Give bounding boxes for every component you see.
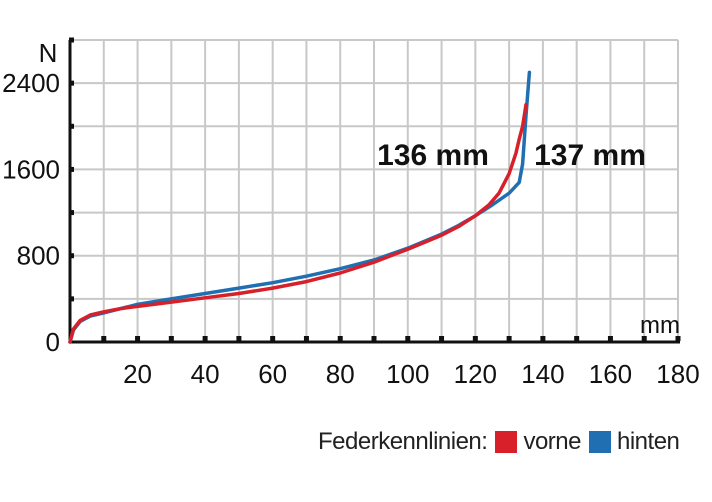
- x-tick-label: 180: [656, 359, 699, 389]
- x-tick-mark: [472, 336, 478, 341]
- x-tick-mark: [675, 336, 681, 341]
- legend-title: Federkennlinien:: [318, 428, 488, 455]
- x-tick-mark: [168, 336, 174, 341]
- x-tick-mark: [202, 336, 208, 341]
- x-tick-mark: [303, 336, 309, 341]
- x-tick-mark: [574, 336, 580, 341]
- x-axis-label: mm: [640, 312, 680, 339]
- y-tick-label: 2400: [2, 68, 60, 98]
- x-tick-mark: [101, 336, 107, 341]
- x-tick-label: 120: [454, 359, 497, 389]
- x-tick-label: 100: [386, 359, 429, 389]
- x-tick-label: 40: [191, 359, 220, 389]
- end-label-hinten: 137 mm: [534, 139, 646, 172]
- legend-label-hinten: hinten: [617, 428, 680, 455]
- x-tick-label: 20: [123, 359, 152, 389]
- legend-swatch-vorne: [495, 431, 518, 453]
- y-tick-label: 800: [17, 241, 60, 271]
- x-tick-label: 140: [521, 359, 564, 389]
- x-tick-mark: [540, 336, 546, 341]
- x-tick-mark: [337, 336, 343, 341]
- legend: Federkennlinien: vorne hinten: [318, 428, 680, 456]
- x-tick-label: 60: [258, 359, 287, 389]
- x-tick-mark: [405, 336, 411, 341]
- x-tick-mark: [439, 336, 445, 341]
- y-tick-label: 0: [46, 327, 60, 357]
- series-line-hinten: [68, 70, 532, 344]
- x-tick-mark: [506, 336, 512, 341]
- series-lines: [68, 70, 532, 344]
- grid-lines: [70, 39, 679, 342]
- legend-label-vorne: vorne: [523, 428, 581, 455]
- x-tick-label: 160: [589, 359, 632, 389]
- x-tick-mark: [270, 336, 276, 341]
- series-line-vorne: [68, 102, 528, 344]
- legend-swatch-hinten: [589, 431, 611, 453]
- x-tick-mark: [371, 336, 377, 341]
- y-axis-label: N: [39, 38, 58, 68]
- x-tick-mark: [236, 336, 242, 341]
- tick-labels: 20 40 60 80 100 120 140 160 180 0 800 1600 2400: [2, 68, 700, 389]
- end-label-vorne: 136 mm: [377, 139, 489, 172]
- x-tick-mark: [607, 336, 613, 341]
- x-tick-mark: [641, 336, 647, 341]
- x-tick-label: 80: [326, 359, 355, 389]
- x-tick-mark: [135, 336, 141, 341]
- y-tick-label: 1600: [2, 154, 60, 184]
- series-end-labels: 136 mm 137 mm: [377, 139, 646, 172]
